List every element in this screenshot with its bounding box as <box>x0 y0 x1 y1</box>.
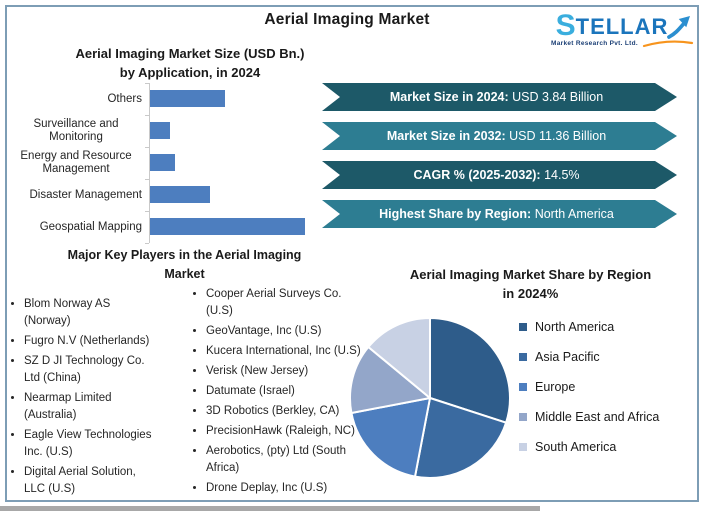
bar-category-label-text: Geospatial Mapping <box>39 220 142 233</box>
pie-slice-middle-east-and-africa <box>349 346 431 414</box>
bar-row: Others <box>10 83 340 115</box>
banner-market-size-in-2024: Market Size in 2024: USD 3.84 Billion <box>322 83 677 111</box>
key-players-heading: Major Key Players in the Aerial Imaging … <box>12 246 357 284</box>
key-players-column-2: Cooper Aerial Surveys Co. (U.S) GeoVantag… <box>190 286 384 500</box>
pie-slice-south-america <box>367 317 431 399</box>
legend-item-south-america: South America <box>519 432 659 462</box>
axis-tick <box>145 83 149 84</box>
player-item: Fugro N.V (Netherlands) <box>24 333 189 350</box>
banner-market-size-in-2032: Market Size in 2032: USD 11.36 Billion <box>322 122 677 150</box>
bar-chart: Others Surveillance and Monitoring Energy … <box>10 83 340 245</box>
legend-item-middle-east-and-africa: Middle East and Africa <box>519 402 659 432</box>
banner-cagr-2025-2032: CAGR % (2025-2032): 14.5% <box>322 161 677 189</box>
bar-chart-axis <box>149 83 150 243</box>
bar-track <box>149 211 340 243</box>
legend-item-europe: Europe <box>519 372 659 402</box>
player-item: GeoVantage, Inc (U.S) <box>206 323 384 340</box>
bar-chart-title-line1: Aerial Imaging Market Size (USD Bn.) <box>75 46 305 61</box>
bar-category-label-text: Energy and Resource Management <box>20 150 132 175</box>
bar-energy-and-resource-management <box>150 154 175 171</box>
banner-label: Market Size in 2032: <box>386 129 506 143</box>
bar-surveillance-and-monitoring <box>150 122 170 139</box>
bar-category-label: Energy and Resource Management <box>10 147 149 179</box>
player-item: Aerobotics, (pty) Ltd (South Africa) <box>206 443 384 477</box>
legend-item-asia-pacific: Asia Pacific <box>519 342 659 372</box>
bar-row: Energy and Resource Management <box>10 147 340 179</box>
bar-row: Geospatial Mapping <box>10 211 340 243</box>
bar-track <box>149 83 340 115</box>
pie-slice-north-america <box>429 317 511 424</box>
player-item: Digital Aerial Solution, LLC (U.S) <box>24 464 189 498</box>
legend-swatch <box>519 353 527 361</box>
bar-row: Disaster Management <box>10 179 340 211</box>
axis-tick <box>145 211 149 212</box>
bar-track <box>149 115 340 147</box>
legend-label: South America <box>535 440 617 454</box>
banner-list: Market Size in 2024: USD 3.84 Billion Mar… <box>322 83 677 239</box>
banner-highest-share-by-region: Highest Share by Region: North America <box>322 200 677 228</box>
player-item: Datumate (Israel) <box>206 383 384 400</box>
bar-chart-title-line2: by Application, in 2024 <box>119 65 261 80</box>
legend-label: Middle East and Africa <box>535 410 660 424</box>
stellar-logo: S TELLAR Market Research Pvt. Ltd. <box>545 8 701 56</box>
bar-row: Surveillance and Monitoring <box>10 115 340 147</box>
player-item: Drone Deplay, Inc (U.S) <box>206 480 384 497</box>
bar-disaster-management <box>150 186 210 203</box>
bar-category-label: Others <box>10 83 149 115</box>
banner-label: CAGR % (2025-2032): <box>413 168 541 182</box>
player-item: Kucera International, Inc (U.S) <box>206 343 384 360</box>
axis-tick <box>145 243 149 244</box>
player-item: SZ D JI Technology Co. Ltd (China) <box>24 353 189 387</box>
player-item: PrecisionHawk (Raleigh, NC) <box>206 423 384 440</box>
bar-track <box>149 179 340 211</box>
bar-category-label: Surveillance and Monitoring <box>10 115 149 147</box>
bar-category-label-text: Disaster Management <box>29 188 143 201</box>
bar-category-label: Disaster Management <box>10 179 149 211</box>
legend-swatch <box>519 323 527 331</box>
legend-swatch <box>519 383 527 391</box>
axis-tick <box>145 179 149 180</box>
legend-label: Europe <box>535 380 576 394</box>
bar-track <box>149 147 340 179</box>
bar-category-label-text: Others <box>107 92 142 105</box>
axis-tick <box>145 115 149 116</box>
player-item: Verisk (New Jersey) <box>206 363 384 380</box>
legend-swatch <box>519 443 527 451</box>
logo-letter-s: S <box>555 9 576 42</box>
bar-others <box>150 90 225 107</box>
pie-slice-europe <box>350 397 431 478</box>
pie-slice-asia-pacific <box>414 397 508 479</box>
pie-chart-title-line2: in 2024% <box>502 286 559 301</box>
logo-tagline: Market Research Pvt. Ltd. <box>551 40 638 47</box>
bottom-strip <box>0 506 540 511</box>
pie-legend: North America Asia Pacific Europe Middle Ea… <box>519 312 659 462</box>
key-players-column-1: Blom Norway AS (Norway) Fugro N.V (Nether… <box>8 296 189 501</box>
legend-swatch <box>519 413 527 421</box>
pie-chart-title: Aerial Imaging Market Share by Region in… <box>368 265 693 303</box>
pie-chart <box>349 317 511 479</box>
bar-geospatial-mapping <box>150 218 305 235</box>
banner-label: Market Size in 2024: <box>389 90 509 104</box>
logo-swoosh-icon <box>642 40 694 48</box>
axis-tick <box>145 147 149 148</box>
pie-chart-title-line1: Aerial Imaging Market Share by Region <box>409 267 652 282</box>
player-item: Cooper Aerial Surveys Co. (U.S) <box>206 286 384 320</box>
key-players-heading-line1: Major Key Players in the Aerial Imaging <box>67 248 302 262</box>
page-title: Aerial Imaging Market <box>264 11 430 28</box>
banner-label: Highest Share by Region: <box>379 207 532 221</box>
legend-label: North America <box>535 320 615 334</box>
bar-category-label: Geospatial Mapping <box>10 211 149 243</box>
logo-brand-text: TELLAR <box>575 14 669 39</box>
growth-arrow-icon <box>667 16 691 39</box>
player-item: Blom Norway AS (Norway) <box>24 296 189 330</box>
key-players-heading-line2: Market <box>164 267 205 281</box>
player-item: Eagle View Technologies Inc. (U.S) <box>24 427 189 461</box>
player-item: 3D Robotics (Berkley, CA) <box>206 403 384 420</box>
legend-item-north-america: North America <box>519 312 659 342</box>
bar-chart-title: Aerial Imaging Market Size (USD Bn.) by … <box>25 44 355 82</box>
logo-brand: S TELLAR <box>545 8 701 42</box>
bar-category-label-text: Surveillance and Monitoring <box>33 118 119 143</box>
player-item: Nearmap Limited (Australia) <box>24 390 189 424</box>
legend-label: Asia Pacific <box>535 350 600 364</box>
